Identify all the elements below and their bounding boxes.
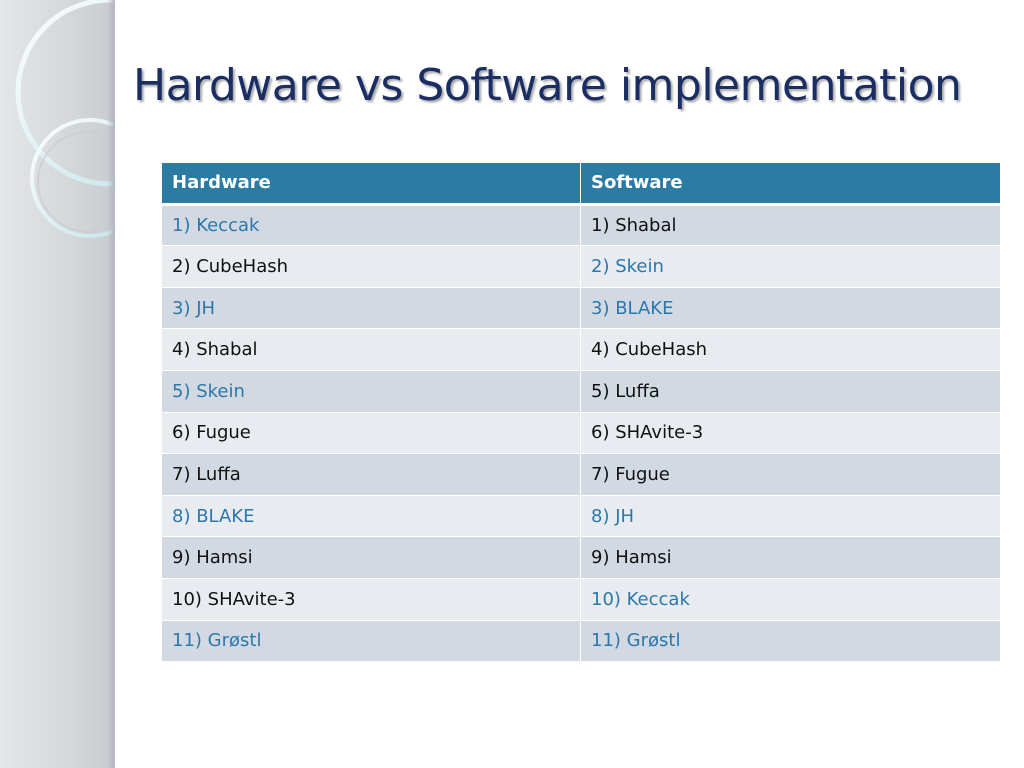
comparison-table: Hardware Software 1) Keccak 1) Shabal 2) C…	[161, 162, 1001, 663]
decorative-circles	[15, 0, 113, 238]
table-row: 3) JH 3) BLAKE	[161, 286, 1001, 330]
cell-software: 10) Keccak	[580, 577, 1001, 621]
cell-hardware: 7) Luffa	[161, 453, 581, 496]
cell-hardware: 3) JH	[161, 286, 581, 330]
cell-software: 11) Grøstl	[580, 619, 1001, 663]
cell-hardware: 6) Fugue	[161, 411, 581, 455]
table-row: 9) Hamsi 9) Hamsi	[161, 536, 1001, 579]
table-row: 5) Skein 5) Luffa	[161, 369, 1001, 413]
header-hardware: Hardware	[161, 162, 581, 206]
table-row: 11) Grøstl 11) Grøstl	[161, 619, 1001, 663]
cell-software: 5) Luffa	[580, 369, 1001, 413]
decor-circle-large	[15, 0, 113, 187]
header-software: Software	[580, 162, 1001, 206]
cell-hardware: 5) Skein	[161, 369, 581, 413]
cell-software: 4) CubeHash	[580, 328, 1001, 371]
decor-circle-small	[30, 118, 113, 238]
table-row: 8) BLAKE 8) JH	[161, 494, 1001, 538]
cell-software: 6) SHAvite-3	[580, 411, 1001, 455]
table-row: 7) Luffa 7) Fugue	[161, 453, 1001, 496]
slide-title: Hardware vs Software implementation	[133, 60, 962, 111]
table-row: 1) Keccak 1) Shabal	[161, 203, 1001, 247]
table-header-row: Hardware Software	[161, 162, 1001, 206]
cell-software: 1) Shabal	[580, 203, 1001, 247]
cell-hardware: 9) Hamsi	[161, 536, 581, 579]
side-panel	[0, 0, 115, 768]
cell-hardware: 10) SHAvite-3	[161, 577, 581, 621]
cell-software: 8) JH	[580, 494, 1001, 538]
cell-hardware: 2) CubeHash	[161, 245, 581, 288]
table-row: 6) Fugue 6) SHAvite-3	[161, 411, 1001, 455]
cell-software: 7) Fugue	[580, 453, 1001, 496]
table-body: 1) Keccak 1) Shabal 2) CubeHash 2) Skein 3) …	[161, 203, 1001, 663]
cell-hardware: 4) Shabal	[161, 328, 581, 371]
cell-hardware: 8) BLAKE	[161, 494, 581, 538]
table-row: 4) Shabal 4) CubeHash	[161, 328, 1001, 371]
table-row: 2) CubeHash 2) Skein	[161, 245, 1001, 288]
cell-hardware: 11) Grøstl	[161, 619, 581, 663]
cell-software: 3) BLAKE	[580, 286, 1001, 330]
cell-software: 9) Hamsi	[580, 536, 1001, 579]
decor-circle-inner	[37, 131, 113, 233]
cell-software: 2) Skein	[580, 245, 1001, 288]
cell-hardware: 1) Keccak	[161, 203, 581, 247]
table-row: 10) SHAvite-3 10) Keccak	[161, 577, 1001, 621]
